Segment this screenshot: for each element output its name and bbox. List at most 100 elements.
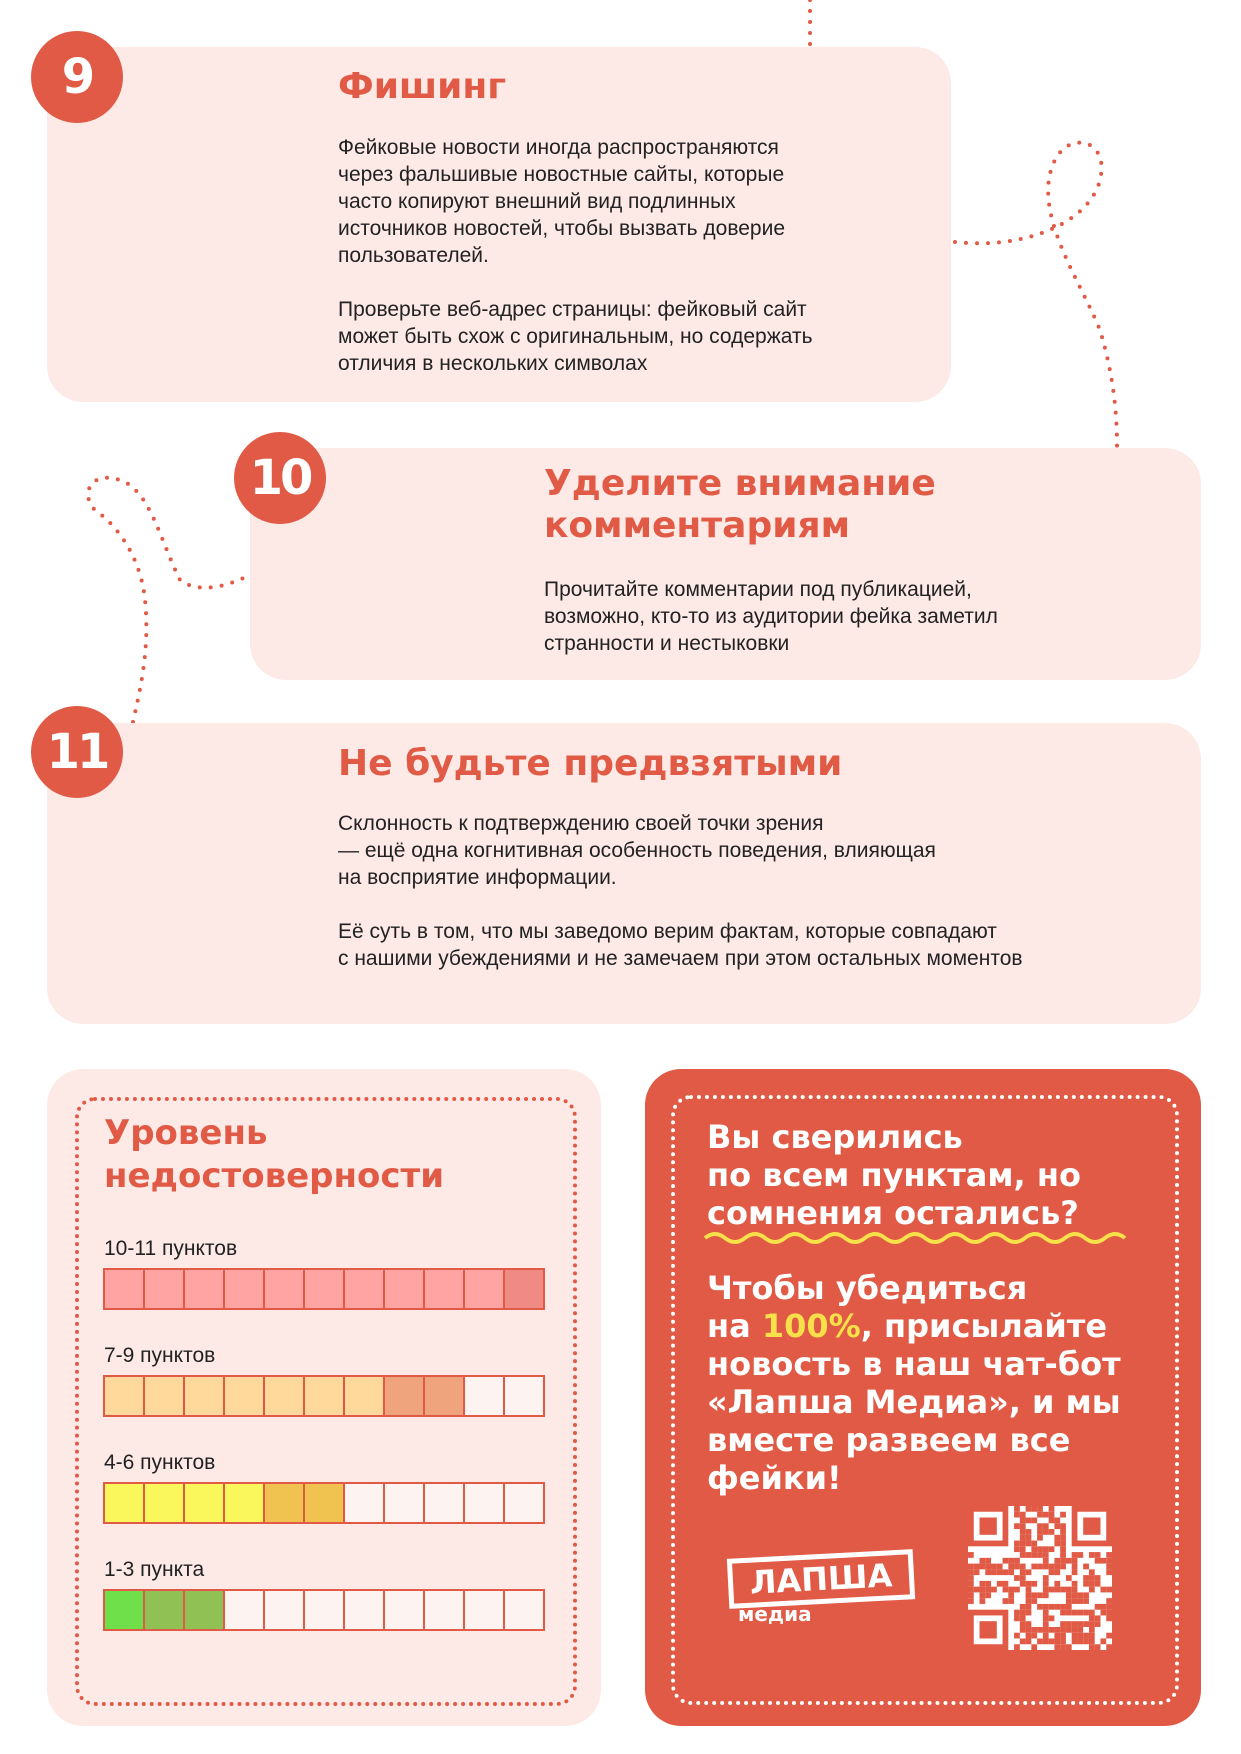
text: на (707, 1307, 762, 1345)
qr-module (1094, 1557, 1101, 1564)
qr-module (1031, 1552, 1038, 1558)
qr-module (1054, 1563, 1061, 1570)
qr-module (1054, 1638, 1061, 1645)
qr-module (968, 1586, 974, 1593)
row-label: 7-9 пунктов (104, 1344, 216, 1367)
qr-module (1025, 1621, 1032, 1627)
qr-module (1106, 1615, 1112, 1622)
qr-module (1031, 1546, 1038, 1553)
qr-module (1083, 1598, 1089, 1604)
qr-module (1014, 1586, 1020, 1593)
qr-module (1060, 1563, 1066, 1570)
qr-module (1042, 1615, 1049, 1622)
text-line: Фейковые новости иногда распространяются (338, 136, 779, 159)
level-cell (463, 1268, 505, 1310)
qr-module (1054, 1540, 1061, 1547)
level-title-line: недостоверности (104, 1156, 445, 1196)
qr-module (1060, 1638, 1066, 1645)
level-bar (103, 1375, 545, 1417)
qr-module (1014, 1523, 1020, 1530)
qr-module (968, 1563, 974, 1570)
qr-module (1019, 1563, 1026, 1570)
qr-module (1048, 1563, 1055, 1570)
qr-module (1014, 1615, 1020, 1622)
qr-module (1065, 1621, 1072, 1627)
qr-module (1042, 1563, 1049, 1570)
qr-module (1048, 1638, 1055, 1645)
text: Чтобы убедиться (707, 1269, 1028, 1307)
level-cell (383, 1375, 425, 1417)
qr-module (1100, 1638, 1107, 1645)
qr-module (1048, 1511, 1055, 1518)
level-cell (263, 1268, 305, 1310)
level-cell (183, 1268, 225, 1310)
qr-module (979, 1598, 986, 1604)
qr-module (1037, 1592, 1043, 1599)
level-title-line: Уровень (104, 1113, 268, 1153)
qr-module (979, 1557, 986, 1564)
level-cell (103, 1375, 145, 1417)
level-cell (303, 1482, 345, 1524)
qr-module (1042, 1552, 1049, 1558)
qr-module (1014, 1575, 1020, 1581)
qr-module (1088, 1580, 1095, 1587)
qr-module (1071, 1621, 1078, 1627)
qr-module (1060, 1621, 1066, 1627)
qr-module (973, 1563, 980, 1570)
level-cell (463, 1482, 505, 1524)
level-cell (423, 1589, 465, 1631)
qr-module (996, 1563, 1003, 1570)
qr-module (1025, 1569, 1032, 1576)
text-line: с нашими убеждениями и не замечаем при э… (338, 947, 1023, 970)
qr-module (1065, 1575, 1072, 1581)
qr-module (1048, 1506, 1055, 1512)
qr-module (1019, 1603, 1026, 1610)
level-cell (463, 1375, 505, 1417)
qr-module (1048, 1615, 1055, 1622)
qr-module (1083, 1632, 1089, 1639)
level-cell (103, 1482, 145, 1524)
text-line: через фальшивые новостные сайты, которые (338, 163, 785, 186)
qr-module (1088, 1569, 1095, 1576)
text-line: пользователей. (338, 244, 489, 267)
qr-module (1014, 1506, 1020, 1512)
qr-module (1025, 1632, 1032, 1639)
qr-module (991, 1563, 997, 1570)
card-body: Фейковые новости иногда распространяются… (338, 134, 813, 404)
cta-line: на 100%, присылайте (707, 1307, 1121, 1345)
qr-module (1088, 1644, 1095, 1650)
qr-module (1048, 1603, 1055, 1610)
qr-module (979, 1517, 997, 1535)
qr-module (985, 1569, 992, 1576)
qr-module (1031, 1506, 1038, 1512)
qr-module (973, 1569, 980, 1576)
text-line: на восприятие информации. (338, 866, 617, 889)
qr-module (1094, 1603, 1101, 1610)
level-cell (103, 1268, 145, 1310)
card-body: Склонность к подтверждению своей точки з… (338, 810, 1023, 999)
qr-module (1025, 1598, 1032, 1604)
qr-module (1088, 1615, 1095, 1622)
qr-module (1019, 1552, 1026, 1558)
qr-module (1042, 1609, 1049, 1616)
qr-module (1042, 1632, 1049, 1639)
qr-module (1065, 1609, 1072, 1616)
qr-module (1037, 1546, 1043, 1553)
qr-module (1037, 1626, 1043, 1633)
qr-module (1060, 1540, 1066, 1547)
qr-module (1106, 1552, 1112, 1558)
qr-module (1008, 1592, 1015, 1599)
qr-module (1071, 1632, 1078, 1639)
qr-module (1037, 1534, 1043, 1541)
row-label: 10-11 пунктов (104, 1237, 238, 1260)
qr-module (1071, 1563, 1078, 1570)
qr-module (985, 1563, 992, 1570)
qr-module (1060, 1523, 1066, 1530)
level-cell (423, 1375, 465, 1417)
qr-module (968, 1598, 974, 1604)
level-cell (423, 1268, 465, 1310)
qr-module (1054, 1534, 1061, 1541)
qr-module (1037, 1603, 1043, 1610)
qr-module (1031, 1517, 1038, 1524)
qr-module (1065, 1557, 1072, 1564)
